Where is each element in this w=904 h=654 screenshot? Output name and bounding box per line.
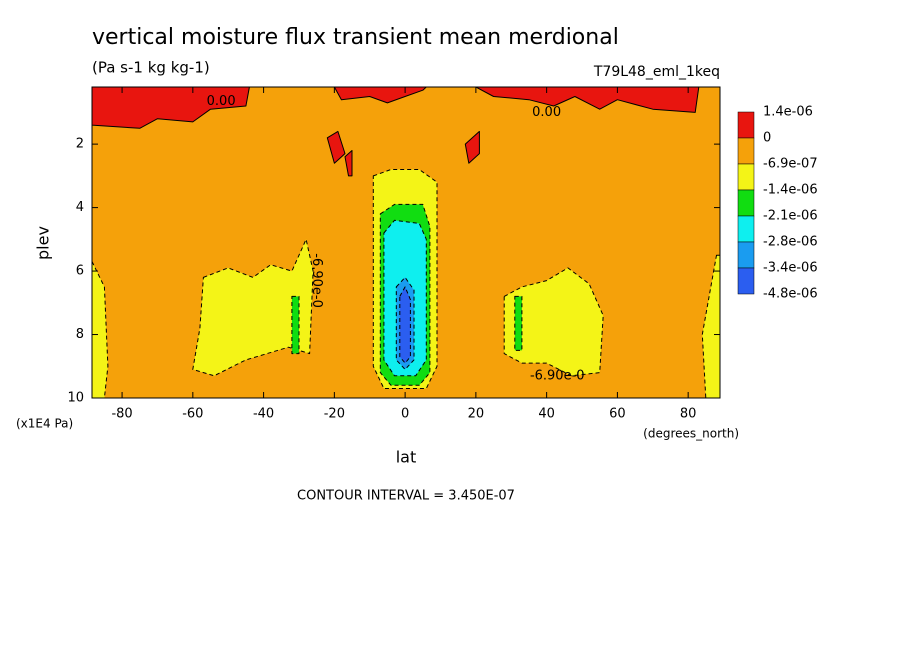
y-tick-label: 4	[76, 200, 84, 215]
regions	[92, 87, 720, 398]
x-tick-label: -20	[324, 407, 345, 422]
y-tick-label: 10	[67, 391, 84, 406]
contour-region	[291, 295, 300, 355]
colorbar-label: -1.4e-06	[763, 183, 818, 198]
footer: CONTOUR INTERVAL = 3.450E-07	[297, 489, 515, 504]
colorbar-box	[737, 241, 755, 269]
y-tick-label: 2	[76, 137, 84, 152]
colorbar-box	[737, 163, 755, 191]
x-axis-label: lat	[396, 448, 417, 467]
x-tick-label: 60	[609, 407, 626, 422]
colorbar-label: -2.8e-06	[763, 235, 818, 250]
colorbar-label: -6.9e-07	[763, 157, 818, 172]
y-units: (x1E4 Pa)	[16, 417, 73, 431]
colorbar-label: -4.8e-06	[763, 287, 818, 302]
contour-region	[92, 261, 109, 398]
colorbar-box	[737, 267, 755, 295]
y-tick-label: 6	[76, 264, 84, 279]
colorbar-box	[737, 215, 755, 243]
contour-region	[326, 130, 346, 164]
colorbar-box	[737, 189, 755, 217]
x-units: (degrees_north)	[643, 427, 739, 441]
dataset-label: T79L48_eml_1keq	[593, 64, 720, 80]
contour-label: 0.00	[207, 94, 236, 109]
contour-region	[399, 286, 411, 364]
x-tick-label: -60	[182, 407, 203, 422]
plot-frame	[91, 86, 721, 399]
contour-region	[92, 87, 250, 129]
x-tick-label: 20	[468, 407, 485, 422]
colorbar-box	[737, 111, 755, 139]
x-tick-label: -40	[253, 407, 274, 422]
contour-region	[344, 150, 353, 177]
contour-region	[514, 295, 523, 351]
contour-region	[464, 130, 480, 164]
colorbar-label: 0	[763, 131, 771, 146]
contour-region	[475, 87, 700, 113]
chart-title: vertical moisture flux transient mean me…	[92, 25, 619, 50]
y-axis-label: plev	[34, 226, 53, 260]
contour-label: -6.90e-0	[530, 368, 585, 383]
x-tick-label: 80	[680, 407, 697, 422]
x-tick-label: -80	[111, 407, 132, 422]
colorbar-label: -3.4e-06	[763, 261, 818, 276]
x-tick-label: 0	[401, 407, 409, 422]
contour-label: 0.00	[532, 105, 561, 120]
contour-region	[192, 238, 314, 377]
colorbar-box	[737, 137, 755, 165]
x-tick-label: 40	[538, 407, 555, 422]
contour-region	[503, 267, 604, 377]
chart-subtitle: (Pa s-1 kg kg-1)	[92, 59, 210, 77]
contour-label: -6.90e-0	[309, 253, 324, 308]
contour-region	[701, 254, 720, 398]
y-tick-label: 8	[76, 327, 84, 342]
colorbar-label: -2.1e-06	[763, 209, 818, 224]
colorbar-label: 1.4e-06	[763, 105, 813, 120]
contour-region	[333, 87, 427, 104]
